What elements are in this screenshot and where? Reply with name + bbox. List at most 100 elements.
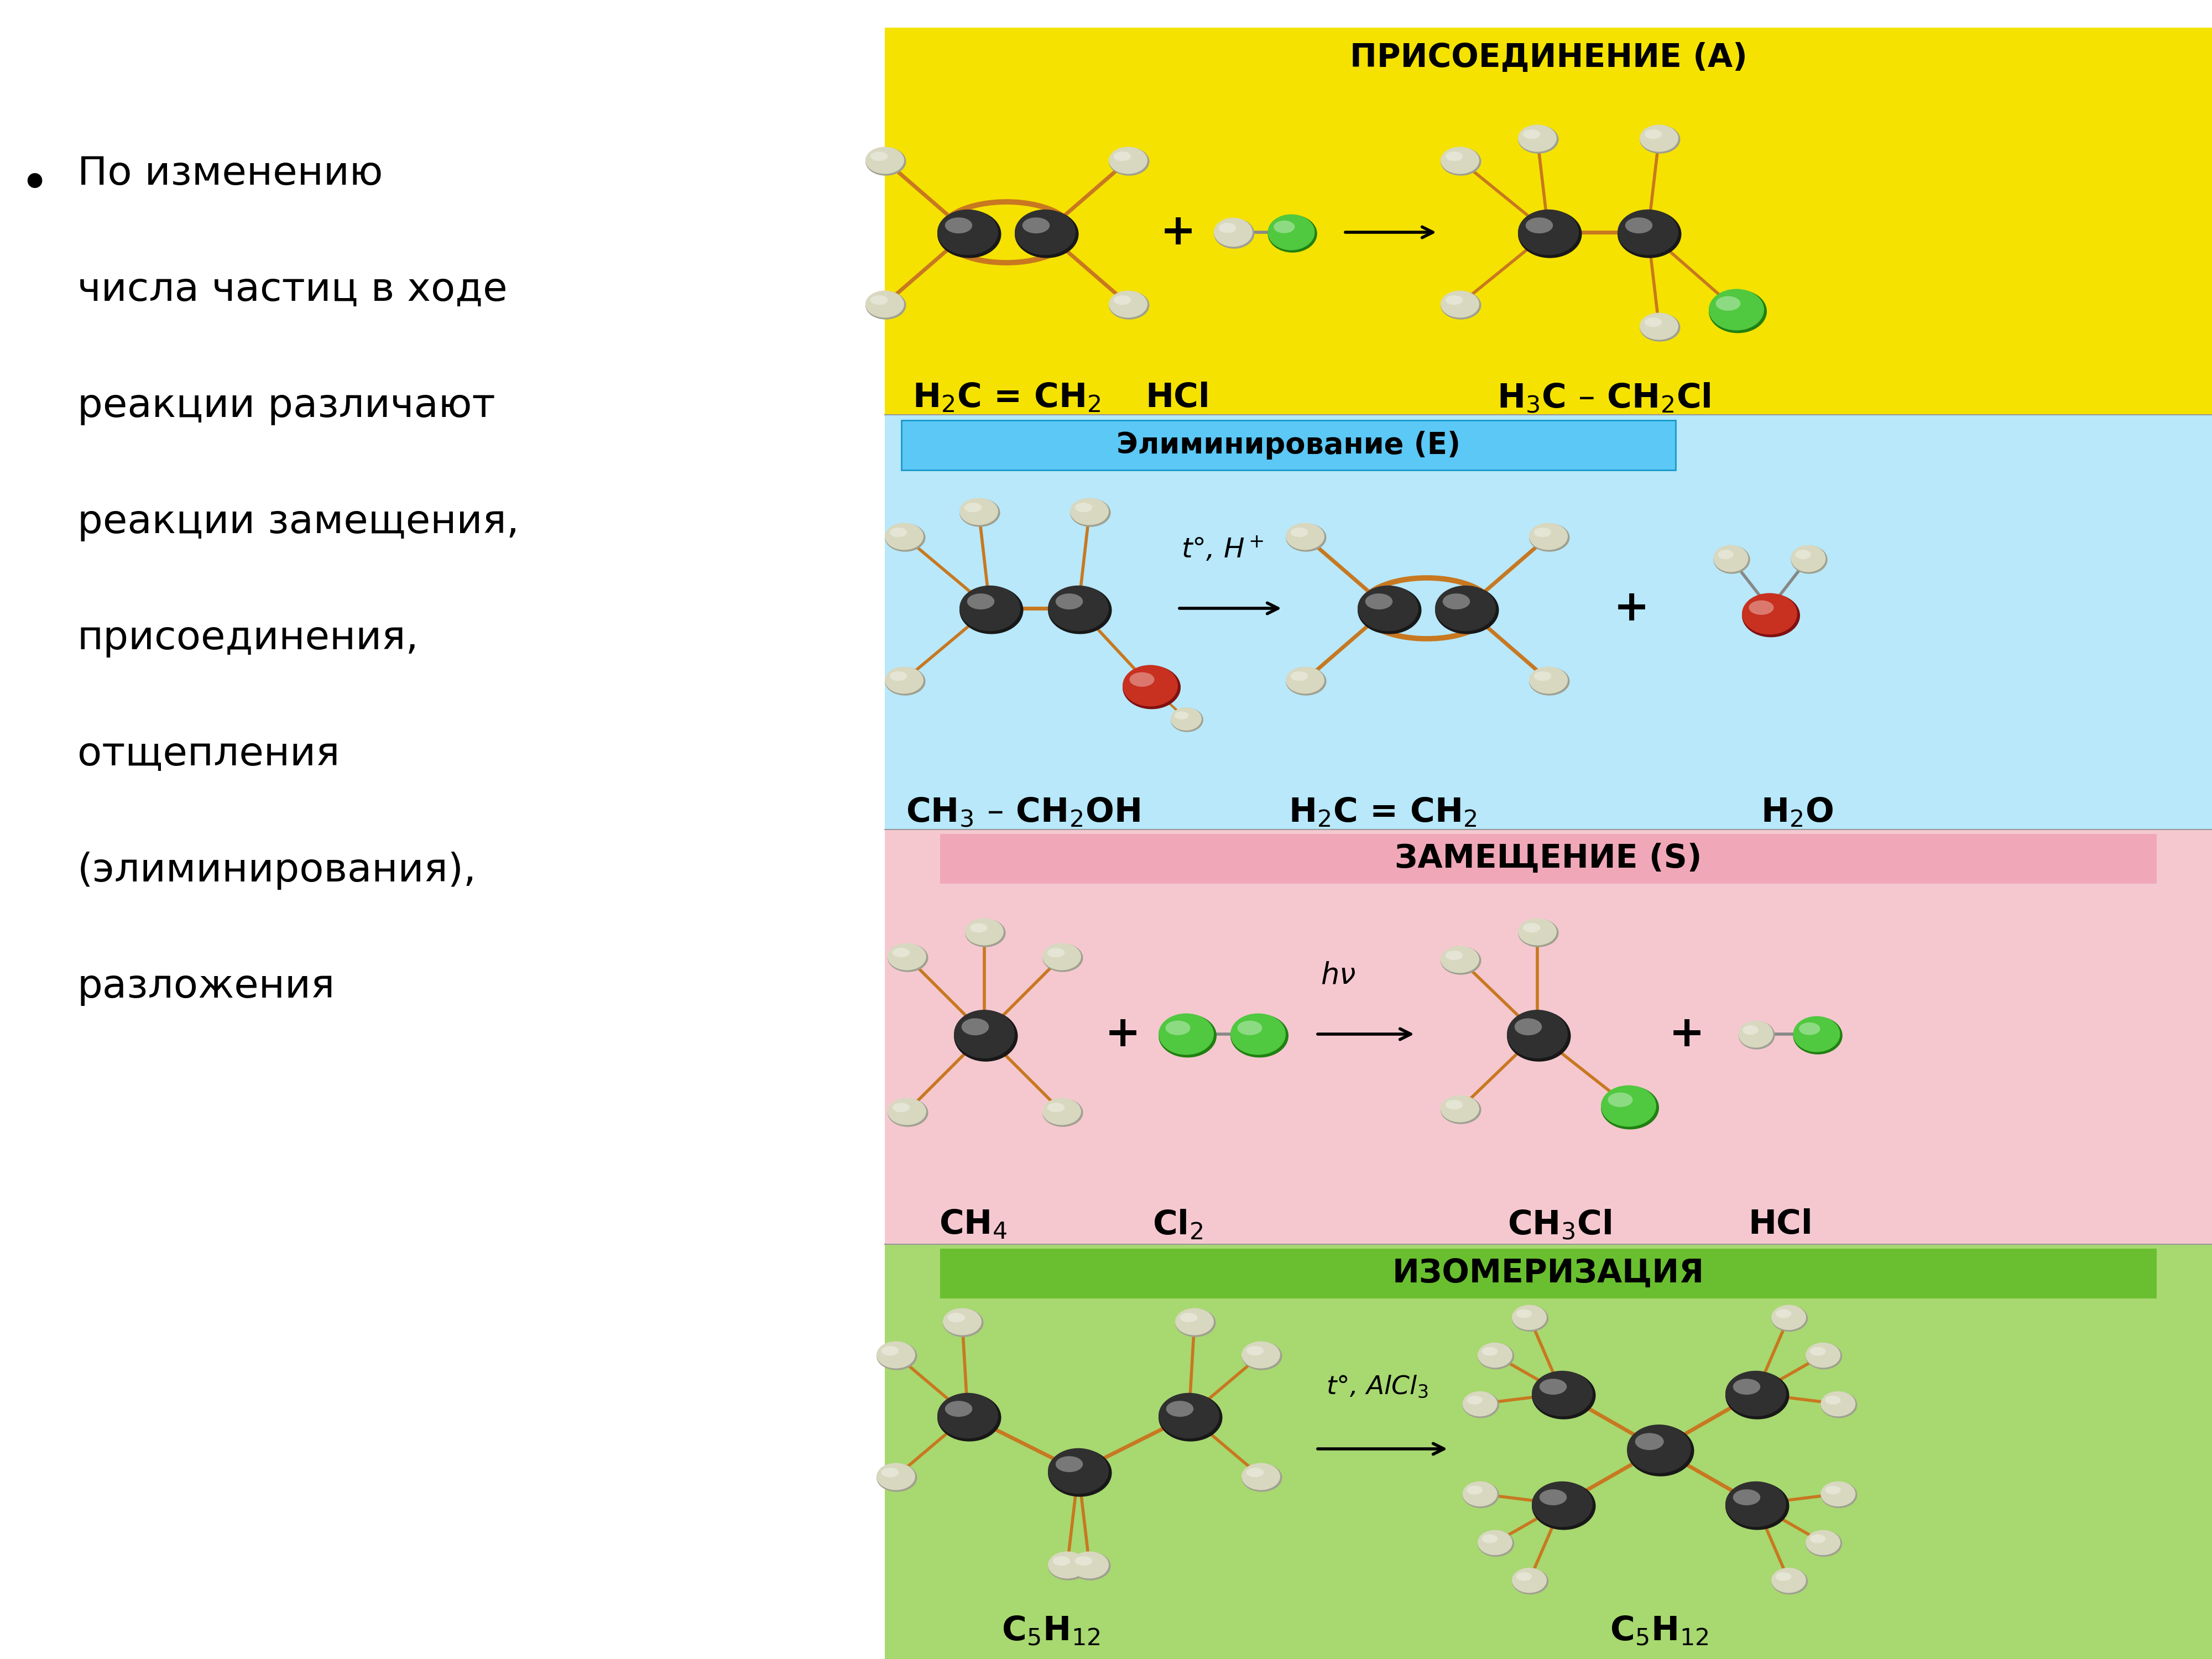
Ellipse shape [1071, 498, 1110, 528]
Ellipse shape [1175, 1309, 1217, 1337]
Ellipse shape [1267, 214, 1316, 252]
Ellipse shape [891, 947, 909, 957]
Ellipse shape [891, 1103, 909, 1112]
Text: Cl$_2$: Cl$_2$ [1152, 1208, 1203, 1241]
Text: реакции замещения,: реакции замещения, [77, 503, 520, 541]
Ellipse shape [1219, 222, 1237, 232]
Ellipse shape [962, 1019, 989, 1035]
Ellipse shape [1528, 667, 1571, 695]
Ellipse shape [880, 1468, 898, 1477]
Ellipse shape [887, 944, 929, 972]
Text: CH$_3$Cl: CH$_3$Cl [1506, 1208, 1613, 1241]
Ellipse shape [1805, 1530, 1840, 1554]
Ellipse shape [1290, 528, 1307, 538]
Ellipse shape [1739, 1020, 1774, 1050]
Ellipse shape [1511, 1568, 1548, 1594]
Ellipse shape [1708, 289, 1765, 330]
Ellipse shape [1075, 503, 1093, 513]
Ellipse shape [865, 290, 907, 320]
Ellipse shape [1506, 1010, 1571, 1062]
Ellipse shape [1048, 1448, 1113, 1496]
Ellipse shape [1055, 594, 1084, 609]
Ellipse shape [876, 1463, 918, 1491]
Ellipse shape [1805, 1342, 1843, 1369]
Ellipse shape [1517, 211, 1582, 259]
Ellipse shape [1540, 1490, 1566, 1505]
Ellipse shape [1444, 295, 1462, 305]
Text: HCl: HCl [1747, 1208, 1814, 1241]
Ellipse shape [1022, 217, 1051, 234]
Ellipse shape [1440, 148, 1480, 174]
Ellipse shape [869, 295, 887, 305]
Ellipse shape [1358, 586, 1422, 634]
Ellipse shape [1717, 297, 1741, 310]
Ellipse shape [1825, 1395, 1840, 1405]
Ellipse shape [1071, 1551, 1110, 1581]
Ellipse shape [1230, 1014, 1285, 1055]
Ellipse shape [1750, 601, 1774, 615]
Ellipse shape [1462, 1481, 1500, 1508]
Bar [885, 1244, 2212, 1659]
Ellipse shape [1739, 1020, 1774, 1048]
Ellipse shape [1772, 1306, 1807, 1332]
Bar [0, 0, 885, 1659]
Ellipse shape [1506, 1010, 1568, 1058]
Ellipse shape [1285, 667, 1325, 693]
Ellipse shape [1794, 1015, 1840, 1052]
Ellipse shape [887, 1098, 927, 1125]
Ellipse shape [1528, 667, 1568, 693]
Ellipse shape [1531, 1370, 1593, 1417]
Ellipse shape [1048, 1551, 1086, 1579]
Ellipse shape [1517, 919, 1557, 946]
Ellipse shape [1245, 1468, 1263, 1477]
Ellipse shape [938, 1394, 1002, 1442]
Ellipse shape [1170, 707, 1201, 730]
Text: +: + [1613, 587, 1650, 629]
Text: числа частиц в ходе: числа частиц в ходе [77, 270, 507, 309]
Ellipse shape [945, 217, 973, 234]
Ellipse shape [1046, 1103, 1064, 1112]
Ellipse shape [865, 148, 905, 174]
Ellipse shape [1440, 1095, 1482, 1125]
Ellipse shape [1365, 594, 1394, 609]
Ellipse shape [1714, 546, 1750, 574]
Ellipse shape [1113, 151, 1130, 161]
Ellipse shape [945, 1400, 973, 1417]
Text: h$\nu$: h$\nu$ [1321, 961, 1356, 990]
Ellipse shape [1776, 1309, 1792, 1317]
Ellipse shape [885, 523, 925, 552]
Ellipse shape [1794, 1017, 1843, 1055]
Ellipse shape [1639, 314, 1681, 342]
Ellipse shape [1108, 290, 1148, 319]
Ellipse shape [1805, 1530, 1843, 1556]
Text: По изменению: По изменению [77, 154, 383, 192]
Ellipse shape [1732, 1490, 1761, 1505]
Ellipse shape [1820, 1481, 1858, 1508]
Ellipse shape [1230, 1014, 1287, 1057]
Ellipse shape [1533, 672, 1551, 680]
Text: t°, H$^+$: t°, H$^+$ [1181, 536, 1263, 564]
Text: (элиминирования),: (элиминирования), [77, 851, 476, 889]
Ellipse shape [960, 586, 1020, 630]
Ellipse shape [1042, 942, 1082, 971]
Bar [940, 30, 2157, 86]
Bar [885, 415, 2212, 830]
Ellipse shape [889, 528, 907, 538]
Ellipse shape [1042, 944, 1084, 972]
Text: Элиминирование (E): Элиминирование (E) [1117, 431, 1460, 460]
Bar [885, 830, 2212, 1244]
Ellipse shape [1436, 586, 1495, 630]
Ellipse shape [887, 1098, 929, 1126]
Ellipse shape [1175, 712, 1188, 720]
Ellipse shape [1708, 290, 1767, 333]
Text: +: + [1668, 1014, 1705, 1055]
Text: ПРИСОЕДИНЕНИЕ (A): ПРИСОЕДИНЕНИЕ (A) [1349, 43, 1747, 73]
Ellipse shape [1358, 586, 1418, 630]
Text: отщепления: отщепления [77, 735, 341, 773]
Ellipse shape [967, 594, 995, 609]
Ellipse shape [885, 523, 925, 551]
Ellipse shape [880, 1345, 898, 1355]
Ellipse shape [1725, 1370, 1787, 1417]
Ellipse shape [1644, 317, 1661, 327]
Ellipse shape [1601, 1087, 1659, 1130]
